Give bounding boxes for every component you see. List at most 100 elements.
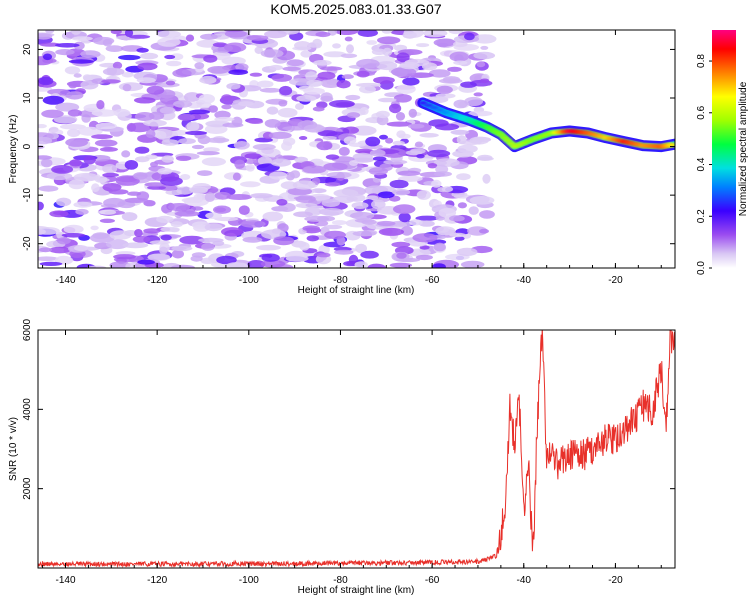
snr-x-tick-label: -40: [517, 575, 532, 586]
spectrogram-noise-cell: [366, 195, 379, 201]
spectrogram-noise-cell: [412, 233, 438, 243]
spectrogram-noise-cell: [198, 94, 215, 104]
spectrogram-noise-cell: [294, 41, 312, 50]
spectrogram-noise-cell: [57, 237, 71, 245]
colorbar-tick-label: 0.2: [696, 209, 707, 223]
snr-x-tick-label: -100: [239, 575, 259, 586]
spectrogram-noise-cells: [38, 30, 497, 268]
spectrogram-noise-cell: [128, 34, 151, 39]
spectrogram-noise-cell: [212, 42, 228, 48]
spectrogram-noise-cell: [67, 128, 81, 138]
spectrogram-noise-cell: [96, 100, 105, 110]
spectrogram-noise-cell: [373, 76, 395, 84]
spectrogram-noise-cell: [396, 84, 416, 94]
spectrogram-noise-cell: [269, 171, 288, 180]
spectrogram-noise-cell: [124, 230, 138, 237]
spectrogram-noise-cell: [477, 154, 493, 161]
spectrogram-noise-cell: [269, 64, 283, 71]
spectrogram-noise-cell: [51, 165, 74, 174]
spectrogram-noise-cell: [336, 80, 351, 89]
colorbar-tick-label: 0.0: [696, 261, 707, 275]
spectrogram-noise-cell: [312, 106, 325, 112]
spectrogram-noise-cell: [191, 144, 205, 150]
spectrogram-noise-cell: [134, 229, 143, 237]
spectrogram-noise-cell: [324, 230, 346, 240]
spectrogram-noise-cell: [82, 74, 92, 81]
spectrogram-noise-cell: [185, 34, 195, 42]
spectrogram-noise-cell: [302, 225, 321, 232]
spectrogram-y-tick-label: -20: [22, 236, 33, 251]
spectrogram-noise-cell: [134, 97, 156, 104]
spectrogram-noise-cell: [177, 113, 195, 121]
spectrogram-noise-cell: [357, 30, 378, 37]
spectrogram-noise-cell: [235, 63, 249, 71]
chart-title: KOM5.2025.083.01.33.G07: [270, 1, 441, 17]
spectrogram-noise-cell: [317, 130, 338, 137]
spectrogram-noise-cell: [244, 159, 258, 164]
spectrogram-noise-cell: [277, 107, 298, 118]
colorbar-tick-label: 0.8: [696, 54, 707, 68]
spectrogram-noise-cell: [214, 216, 239, 222]
snr-x-tick-label: -120: [147, 575, 167, 586]
spectrogram-noise-cell: [148, 111, 165, 121]
spectrogram-noise-cell: [479, 228, 489, 234]
spectrogram-noise-cell: [454, 236, 465, 241]
spectrogram-noise-cell: [203, 147, 220, 153]
spectrogram-noise-cell: [102, 172, 119, 178]
spectrogram-noise-cell: [273, 236, 295, 246]
spectrogram-noise-cell: [55, 43, 80, 48]
spectrogram-noise-cell: [290, 170, 301, 179]
spectrogram-noise-cell: [302, 165, 327, 174]
spectrogram-noise-cell: [133, 172, 148, 180]
spectrogram-noise-cell: [460, 81, 477, 88]
spectrogram-noise-cell: [410, 148, 426, 154]
spectrogram-y-axis: -20 -10 0 10 20: [22, 43, 675, 251]
spectrogram-noise-cell: [393, 44, 408, 52]
spectrogram-noise-cell: [254, 46, 263, 54]
spectrogram-noise-cell: [99, 147, 118, 152]
spectrogram-noise-cell: [136, 77, 156, 84]
spectrogram-noise-cell: [171, 249, 184, 259]
spectrogram-noise-cell: [99, 218, 115, 223]
spectrogram-noise-cell: [144, 182, 166, 187]
spectrogram-noise-cell: [56, 231, 65, 239]
spectrogram-noise-cell: [376, 220, 396, 227]
spectrogram-noise-cell: [145, 129, 156, 139]
spectrogram-noise-cell: [332, 43, 341, 49]
spectrogram-noise-cell: [249, 193, 273, 199]
spectrogram-noise-cell: [473, 34, 497, 44]
spectrogram-noise-cell: [134, 146, 150, 154]
spectrogram-noise-cell: [146, 85, 165, 95]
spectrogram-noise-cell: [270, 158, 292, 167]
spectrogram-x-label: Height of straight line (km): [298, 285, 415, 296]
spectrogram-noise-cell: [73, 172, 99, 182]
spectrogram-noise-cell: [214, 116, 235, 122]
spectrogram-noise-cell: [323, 224, 343, 230]
spectrogram-noise-cell: [286, 59, 304, 67]
spectrogram-noise-cell: [399, 61, 420, 70]
spectrogram-noise-cell: [38, 136, 53, 145]
spectrogram-y-tick-label: 20: [22, 43, 33, 55]
spectrogram-noise-cell: [39, 261, 63, 266]
spectrogram-noise-cell: [403, 30, 424, 38]
spectrogram-noise-cell: [59, 124, 86, 130]
spectrogram-noise-cell: [414, 141, 424, 148]
spectrogram-noise-cell: [385, 137, 394, 144]
spectrogram-noise-cell: [262, 211, 284, 222]
spectrogram-noise-cell: [366, 40, 378, 45]
spectrogram-noise-cell: [480, 78, 490, 84]
spectrogram-noise-cell: [228, 69, 249, 75]
spectrogram-noise-cell: [293, 211, 313, 218]
spectrogram-noise-cell: [316, 252, 331, 258]
spectrogram-noise-cell: [468, 206, 479, 215]
spectrogram-noise-cell: [381, 30, 393, 34]
spectrogram-noise-cell: [473, 92, 483, 97]
spectrogram-noise-cell: [101, 79, 121, 84]
spectrogram-noise-cell: [305, 71, 317, 81]
spectrogram-noise-cell: [156, 215, 174, 223]
spectrogram-noise-cell: [179, 235, 205, 245]
spectrogram-noise-cell: [49, 246, 71, 254]
spectrogram-noise-cell: [204, 192, 215, 203]
spectrogram-noise-cell: [372, 156, 387, 161]
spectrogram-noise-cell: [61, 233, 86, 238]
